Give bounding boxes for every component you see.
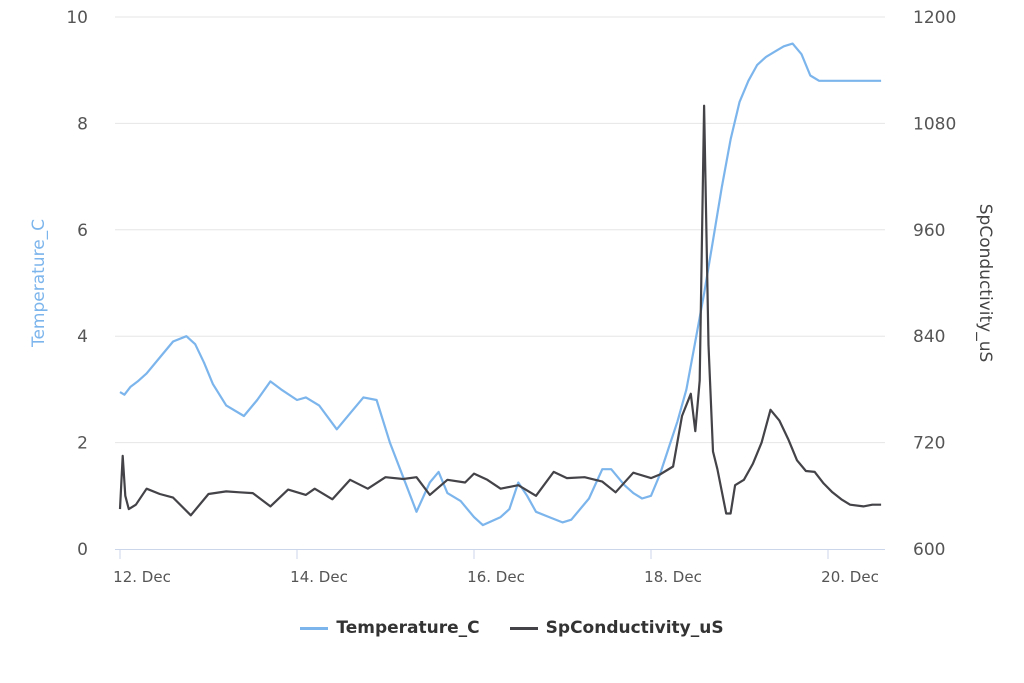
x-tick-label: 18. Dec <box>644 568 702 586</box>
y-right-tick-label: 960 <box>913 221 945 241</box>
y-axis-left: 0 2 4 6 8 10 <box>66 8 88 560</box>
x-tick-label: 16. Dec <box>467 568 525 586</box>
legend-label-temperature: Temperature_C <box>336 618 480 638</box>
y-axis-left-title: Temperature_C <box>29 219 49 348</box>
legend-item-conductivity[interactable]: SpConductivity_uS <box>509 618 724 638</box>
chart-area: 12. Dec 14. Dec 16. Dec 18. Dec 20. Dec 0 2 4 6… <box>29 8 995 586</box>
y-axis-right-title: SpConductivity_uS <box>975 204 995 363</box>
y-left-tick-label: 8 <box>77 114 88 134</box>
legend-item-temperature[interactable]: Temperature_C <box>300 618 480 638</box>
x-tick-label: 14. Dec <box>290 568 348 586</box>
legend-label-conductivity: SpConductivity_uS <box>545 618 724 638</box>
y-right-tick-label: 720 <box>913 434 945 454</box>
conductivity-swatch-icon <box>509 626 538 630</box>
temperature-swatch-icon <box>300 626 329 630</box>
y-right-tick-label: 1200 <box>913 8 956 28</box>
temperature-line[interactable] <box>119 42 882 527</box>
conductivity-line[interactable] <box>118 104 882 517</box>
gridlines <box>115 16 885 444</box>
y-left-tick-label: 0 <box>77 540 88 560</box>
y-left-tick-label: 2 <box>77 434 88 454</box>
y-left-tick-label: 4 <box>77 327 88 347</box>
legend: Temperature_C SpConductivity_uS <box>0 618 1024 638</box>
y-axis-right: 600 720 840 960 1080 1200 <box>913 8 956 560</box>
x-tick-label: 12. Dec <box>113 568 171 586</box>
x-tick-label: 20. Dec <box>821 568 879 586</box>
y-left-tick-label: 6 <box>77 221 88 241</box>
y-right-tick-label: 840 <box>913 327 945 347</box>
x-axis: 12. Dec 14. Dec 16. Dec 18. Dec 20. Dec <box>113 549 885 586</box>
y-right-tick-label: 1080 <box>913 114 956 134</box>
y-right-tick-label: 600 <box>913 540 945 560</box>
y-left-tick-label: 10 <box>66 8 88 28</box>
